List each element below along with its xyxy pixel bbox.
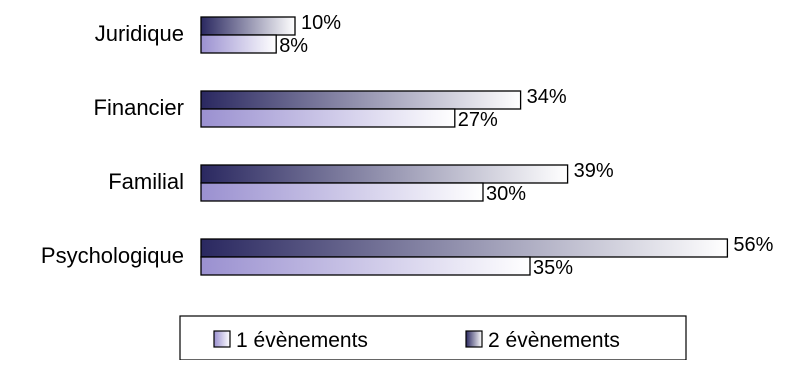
bar-series1-financier [201,109,455,127]
legend: 1 évènements 2 évènements [180,316,686,360]
value-label-series1-psychologique: 35% [533,257,573,279]
value-label-series1-financier: 27% [458,109,498,131]
category-label-psychologique: Psychologique [41,243,184,268]
category-label-familial: Familial [108,169,184,194]
value-label-series2-juridique: 10% [301,12,341,34]
legend-item-series1-label: 1 évènements [236,329,368,352]
bar-series1-familial [201,183,483,201]
legend-item-series2-swatch [466,331,482,347]
legend-item-series2-label: 2 évènements [488,329,620,352]
plot-area: Juridique 10%8% Financier 34% 27% Familial 39%… [41,12,774,279]
bar-series1-psychologique [201,257,530,275]
bar-series2-juridique [201,17,295,35]
value-label-series1-familial: 30% [486,183,526,205]
category-label-juridique: Juridique [95,21,184,46]
bar-series2-financier [201,91,521,109]
bar-series1-juridique [201,35,276,53]
value-label-series2-familial: 39% [574,160,614,182]
value-label-series2-psychologique: 56% [733,234,773,256]
category-label-financier: Financier [94,95,184,120]
value-label-series2-financier: 34% [527,86,567,108]
value-label-series1-juridique: 8% [279,35,308,57]
bar-series2-familial [201,165,568,183]
legend-item-series1-swatch [214,331,230,347]
bar-series2-psychologique [201,239,727,257]
